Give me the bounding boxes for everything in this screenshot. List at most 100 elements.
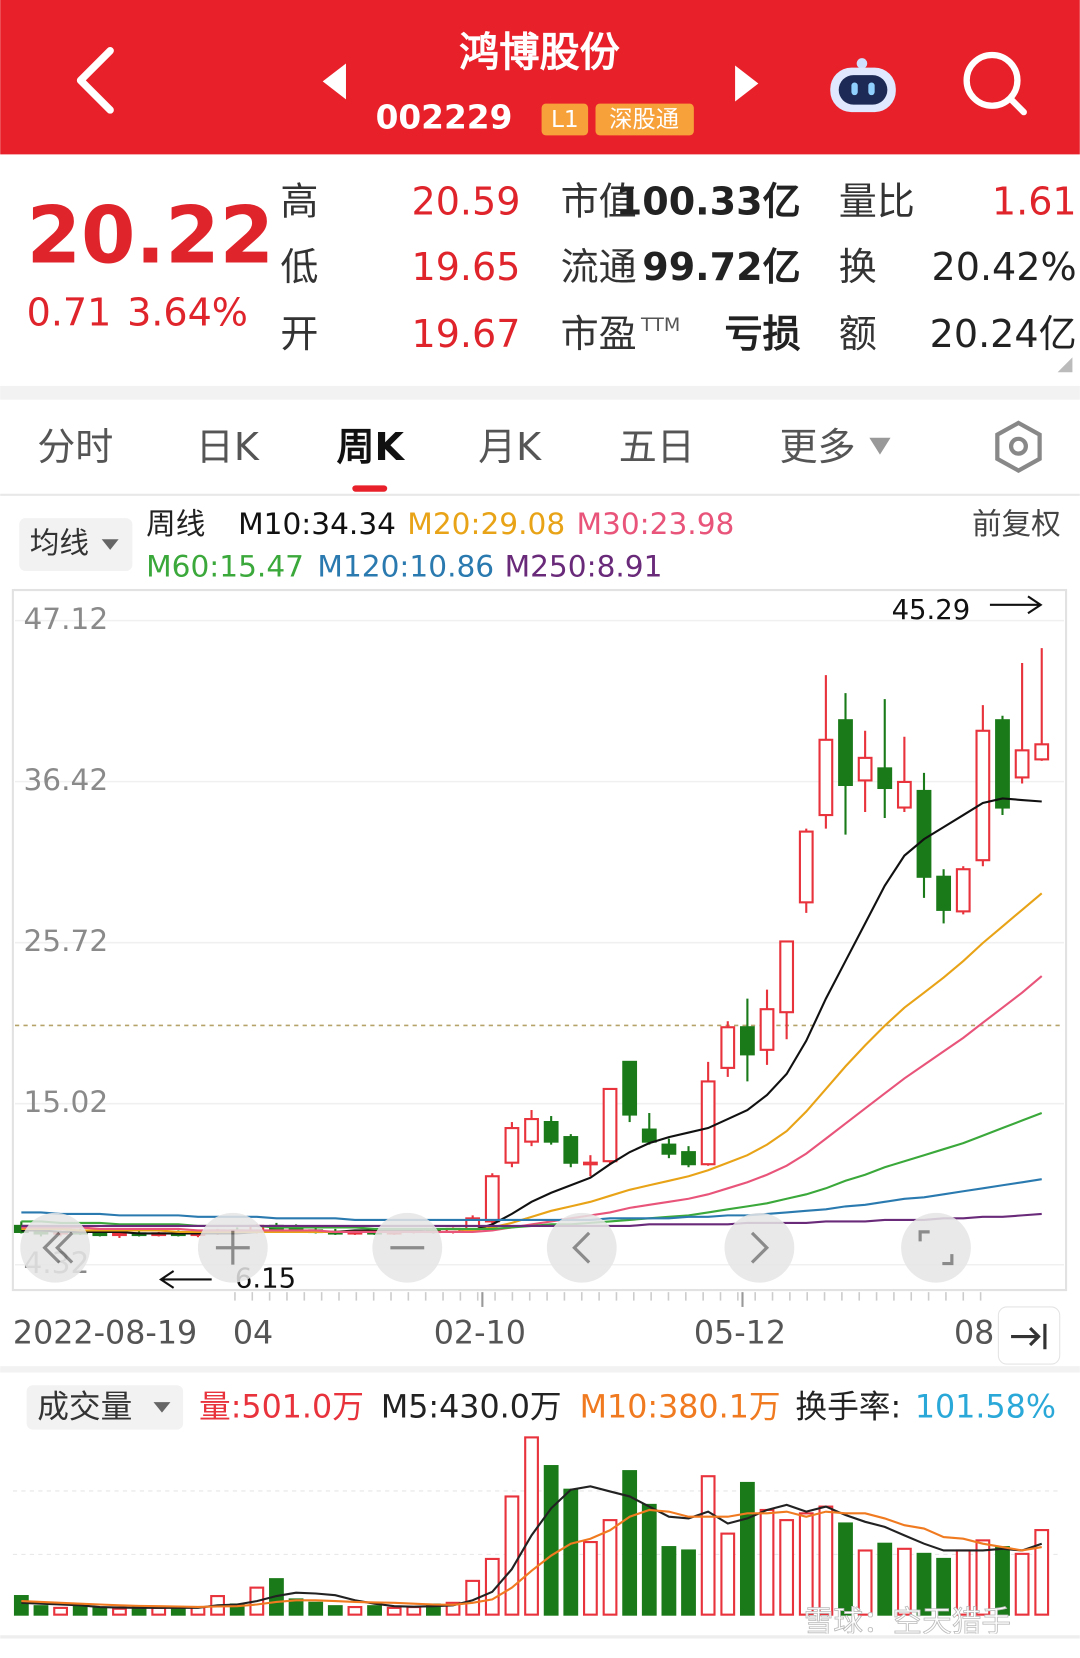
stock-code: 002229 xyxy=(376,98,513,136)
candle-body xyxy=(779,940,795,1014)
tab[interactable]: 月K xyxy=(478,425,542,469)
icon xyxy=(215,1230,250,1265)
prev-stock[interactable] xyxy=(322,63,346,100)
candle-body xyxy=(995,719,1010,809)
max-price-label: 45.29 xyxy=(892,594,971,626)
divider xyxy=(0,385,1080,400)
volume-bar xyxy=(1034,1529,1050,1616)
volume-bar xyxy=(112,1607,127,1616)
tab[interactable]: 分时 xyxy=(37,425,113,469)
last-price: 20.22 xyxy=(27,191,274,282)
candle-body xyxy=(602,1087,618,1163)
x-tick-label: 08 xyxy=(954,1315,994,1351)
volume-bar xyxy=(661,1546,677,1616)
price-chart xyxy=(13,648,1050,1238)
x-tick-label: 04 xyxy=(233,1315,273,1351)
min-arrow xyxy=(159,1270,212,1289)
volume-ma-line xyxy=(21,1508,1042,1608)
period-tabs: 分时 日K 周K 月K 五日 更多 xyxy=(37,425,855,469)
expand-corner[interactable] xyxy=(1057,357,1073,373)
stat-label: 额 xyxy=(839,312,877,356)
volume-bar xyxy=(622,1470,638,1616)
tab[interactable]: 更多 xyxy=(780,425,856,469)
candle-body xyxy=(92,1232,108,1237)
volume-bar xyxy=(916,1552,932,1616)
volume-bar xyxy=(543,1465,559,1616)
volume-bar xyxy=(151,1606,167,1616)
tab[interactable]: 日K xyxy=(196,425,260,469)
volume-bar xyxy=(818,1505,834,1616)
candle-body xyxy=(739,1026,755,1056)
y-tick-label: 15.02 xyxy=(23,1085,108,1119)
volume-bar xyxy=(33,1605,49,1616)
volume-bar xyxy=(347,1605,363,1616)
stat-value: 100.33亿 xyxy=(616,180,801,224)
volume-stat: 量:501.0万 xyxy=(199,1389,364,1425)
volume-bar xyxy=(602,1519,618,1616)
stat-label: 低 xyxy=(280,245,318,289)
stat-label: 量比 xyxy=(839,180,915,224)
volume-bar xyxy=(504,1495,520,1616)
active-tab-indicator xyxy=(352,485,388,492)
badge-label: L1 xyxy=(551,106,579,133)
candle-body xyxy=(563,1136,579,1164)
tab[interactable]: 周K xyxy=(336,425,405,469)
volume-bar xyxy=(700,1475,716,1616)
y-tick-label: 25.72 xyxy=(23,924,108,958)
search-button[interactable] xyxy=(963,51,1027,116)
volume-indicator-select[interactable] xyxy=(26,1385,184,1430)
icon xyxy=(918,1230,954,1266)
dropdown-arrow xyxy=(101,539,119,550)
stat-label: 市盈 xyxy=(561,312,637,356)
badge xyxy=(595,103,694,136)
volume-bar xyxy=(13,1595,29,1616)
volume-bar xyxy=(896,1547,912,1616)
turnover-value: 101.58% xyxy=(915,1389,1056,1425)
price-change-pct: 3.64% xyxy=(127,291,248,335)
chart-controls xyxy=(20,1212,971,1283)
period-label: 周线 xyxy=(146,507,205,541)
candle-body xyxy=(916,789,932,878)
volume-bar xyxy=(327,1605,343,1616)
icon xyxy=(572,1231,591,1264)
price-change: 0.71 xyxy=(27,291,112,335)
step-left-button[interactable] xyxy=(546,1212,617,1283)
stat-value: 1.61 xyxy=(992,180,1077,224)
tab[interactable]: 五日 xyxy=(619,425,695,469)
indicator-select[interactable] xyxy=(19,518,133,571)
x-tick-label: 05-12 xyxy=(694,1315,786,1351)
back-button[interactable] xyxy=(76,47,114,114)
icon xyxy=(42,1231,74,1264)
candle-body xyxy=(975,729,991,862)
next-stock[interactable] xyxy=(735,65,759,102)
ma-line xyxy=(21,975,1043,1234)
divider xyxy=(0,1366,1080,1373)
stat-value: 99.72亿 xyxy=(642,245,800,289)
candle-body xyxy=(524,1117,539,1143)
settings-button[interactable] xyxy=(995,420,1042,473)
y-tick-label: 47.12 xyxy=(23,602,108,636)
stat-label: 流通 xyxy=(561,245,637,289)
volume-bar xyxy=(1014,1552,1030,1616)
volume-bar xyxy=(92,1606,108,1616)
assistant-icon[interactable] xyxy=(830,58,896,113)
candle-body xyxy=(759,1008,775,1051)
stat-label: 换 xyxy=(839,245,877,289)
volume-indicator-label: 成交量 xyxy=(37,1389,132,1425)
badge xyxy=(541,103,589,136)
x-tick-label: 2022-08-19 xyxy=(13,1315,197,1351)
volume-bar xyxy=(838,1522,853,1616)
icon xyxy=(1011,1323,1047,1350)
adjust-label[interactable]: 前复权 xyxy=(972,507,1061,541)
candle-body xyxy=(583,1161,598,1166)
icon xyxy=(750,1231,770,1264)
volume-bar xyxy=(857,1549,873,1616)
stat-value: 20.59 xyxy=(412,180,521,224)
step-right-button[interactable] xyxy=(724,1212,795,1283)
x-axis: 2022-08-19 04 02-10 05-12 08 xyxy=(13,1292,994,1351)
stat-label: 市值 xyxy=(561,180,637,224)
stat-value: 亏损 xyxy=(725,312,801,356)
fullscreen-button[interactable] xyxy=(901,1212,971,1283)
